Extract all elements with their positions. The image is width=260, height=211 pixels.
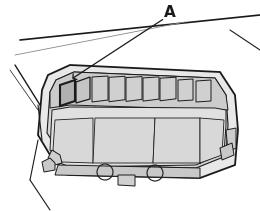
Polygon shape [53,118,93,163]
Polygon shape [92,76,108,102]
Polygon shape [48,150,62,165]
Polygon shape [160,77,176,101]
Polygon shape [50,107,226,167]
Polygon shape [50,72,228,110]
Polygon shape [226,128,236,152]
Polygon shape [42,158,55,172]
Polygon shape [60,80,75,106]
Polygon shape [118,175,135,186]
Polygon shape [93,118,155,163]
Polygon shape [38,65,238,178]
Polygon shape [109,76,125,102]
Polygon shape [143,77,159,101]
Polygon shape [200,118,224,163]
Polygon shape [126,77,142,101]
Polygon shape [47,72,228,168]
Polygon shape [178,79,193,101]
Polygon shape [220,143,234,160]
Polygon shape [76,77,90,103]
Polygon shape [153,118,200,163]
Polygon shape [55,165,200,178]
Text: A: A [164,4,176,19]
Polygon shape [196,80,211,102]
